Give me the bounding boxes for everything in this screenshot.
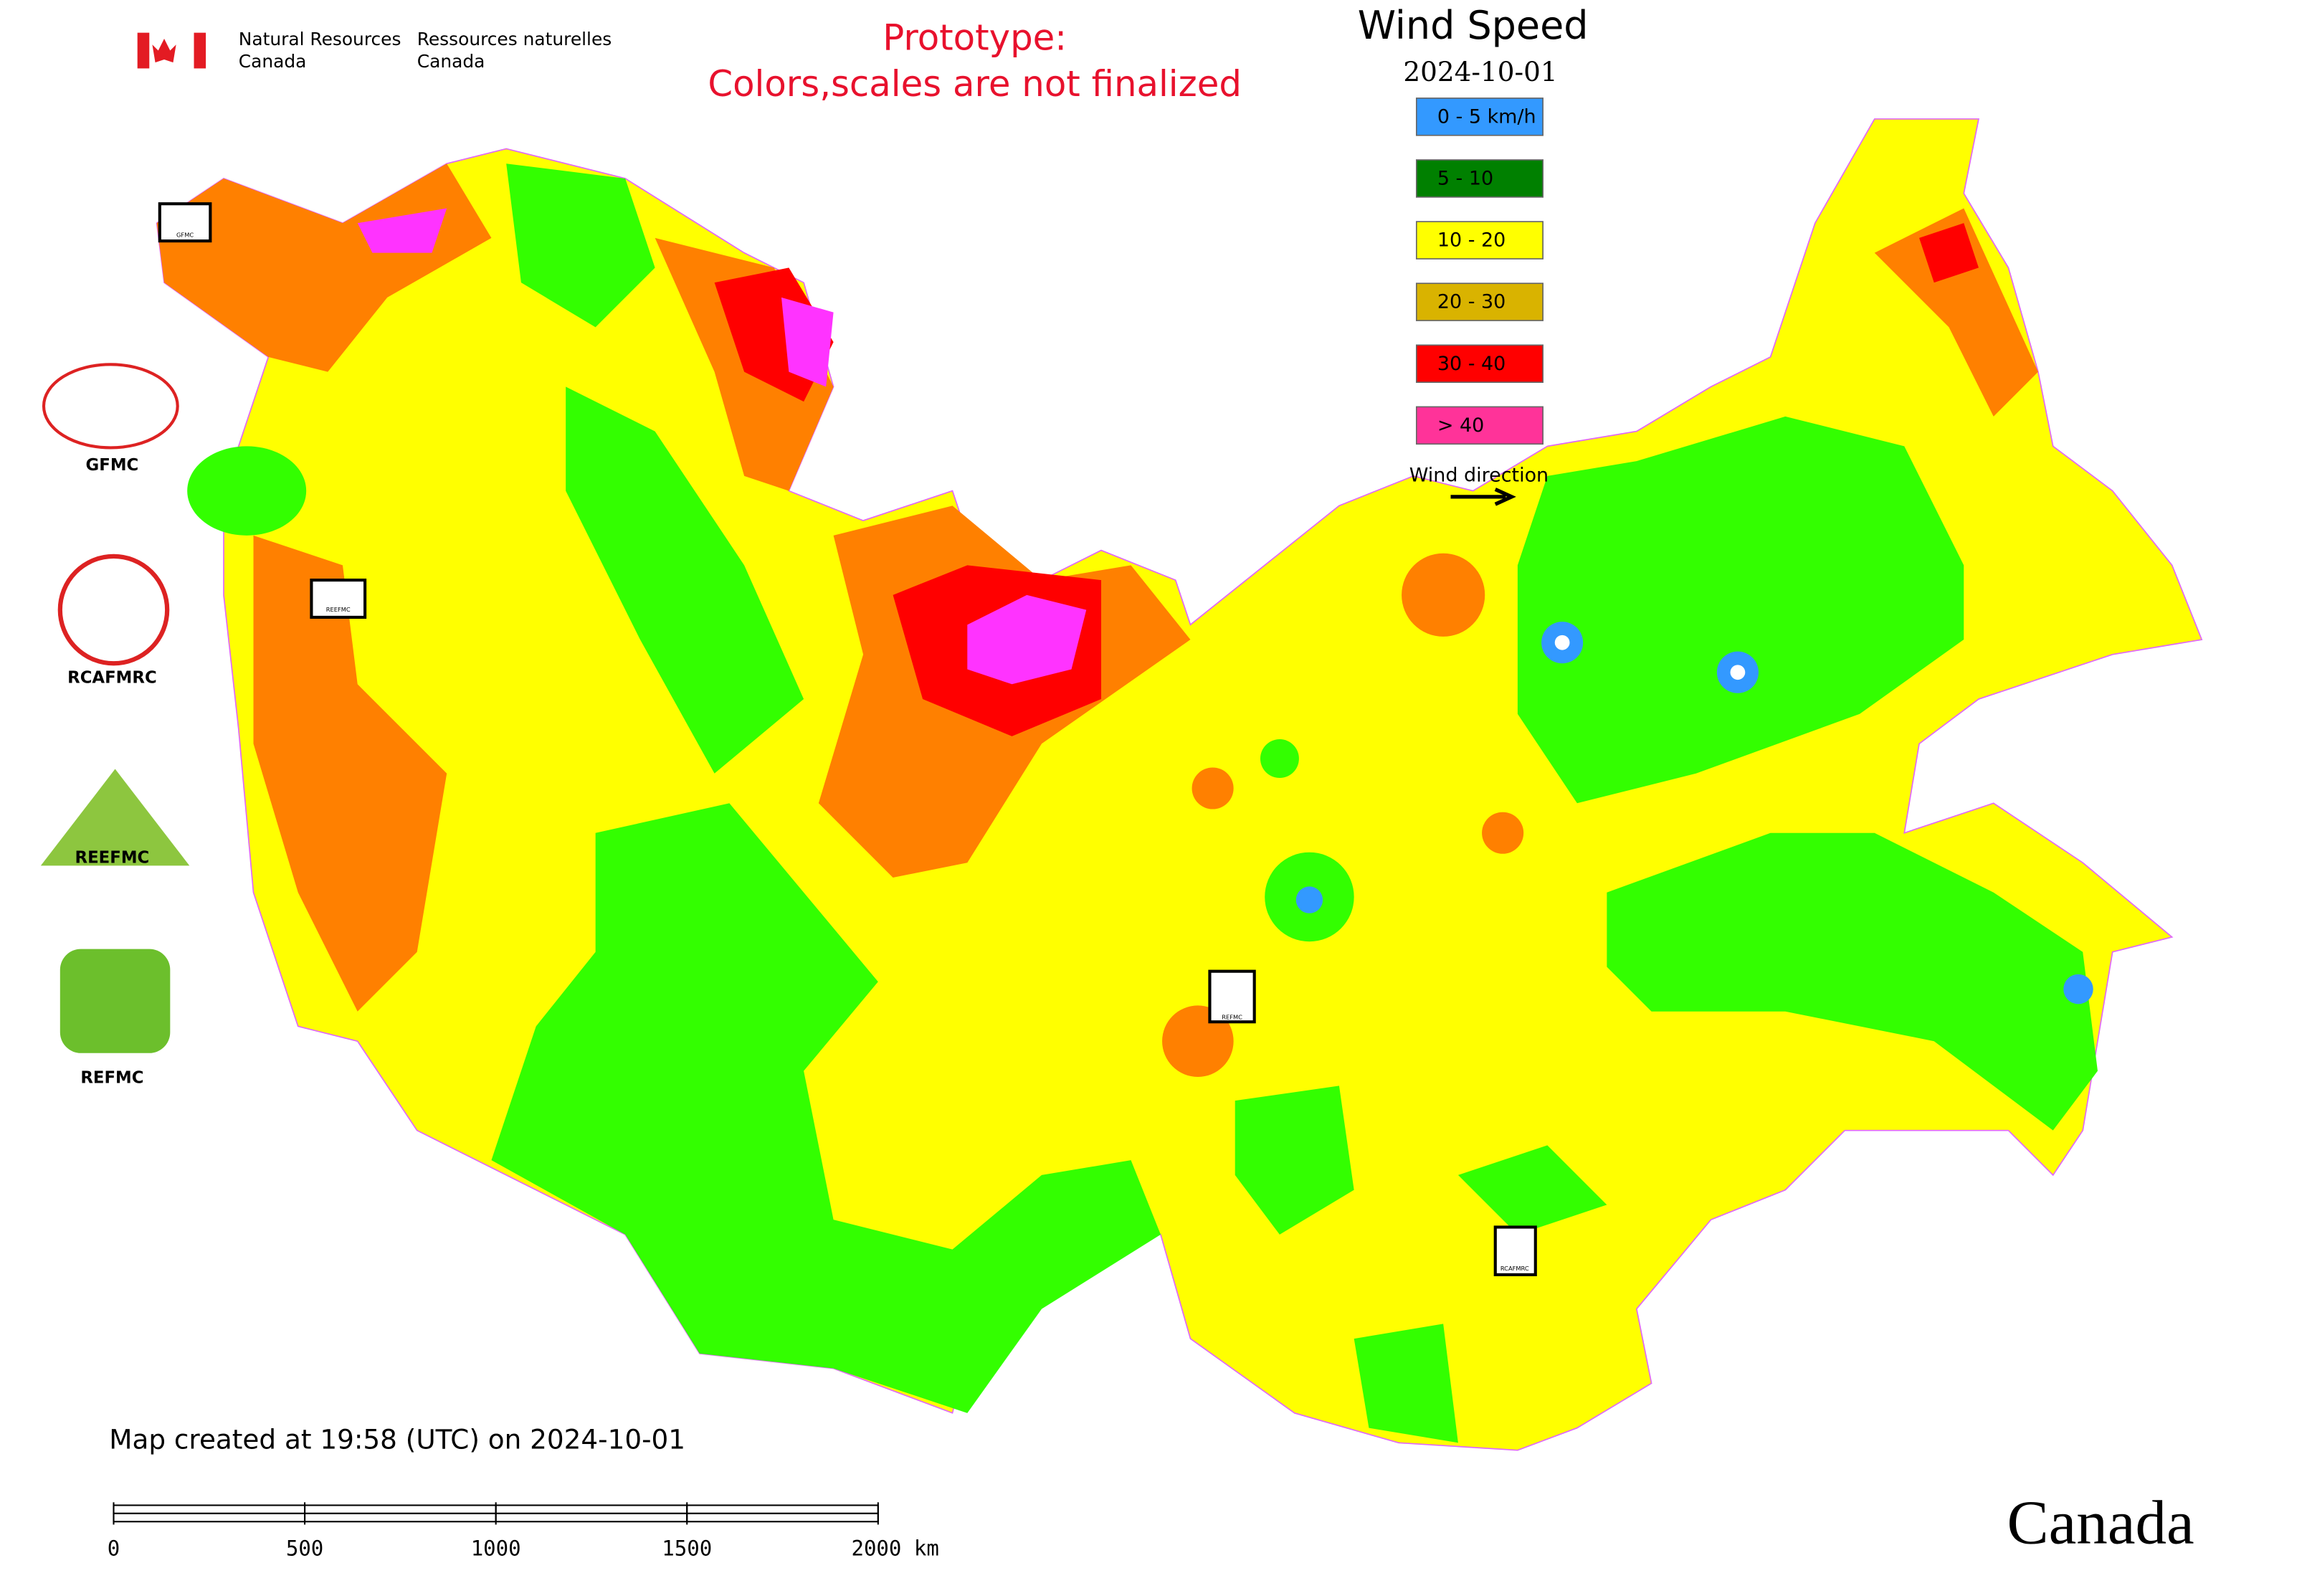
logo-label: REFMC <box>80 1069 143 1088</box>
badge-label: REFMC <box>1222 1013 1242 1020</box>
scale-segment <box>304 1504 497 1514</box>
notice: Colors,scales are not finalized <box>708 63 1242 105</box>
flag-right <box>194 32 206 69</box>
legend-swatch <box>1415 344 1544 383</box>
legend-label: > 40 <box>1437 414 1484 437</box>
date: 2024-10-01 <box>1403 56 1557 87</box>
scale-bar: 0 500 1000 1500 2000 km <box>108 1502 939 1561</box>
scale-segment <box>495 1512 688 1523</box>
logo-label: GFMC <box>86 456 139 475</box>
legend-swatch <box>1415 98 1544 136</box>
zone-magenta <box>357 208 1087 685</box>
badge-label: GFMC <box>176 231 194 238</box>
badge <box>158 202 212 243</box>
flag-left <box>137 32 150 69</box>
badge-label: RCAFMRC <box>1500 1265 1529 1272</box>
spot <box>2063 974 2093 1004</box>
flag-leaf <box>152 38 176 63</box>
spot <box>1554 635 1570 650</box>
logo-icon <box>57 554 170 666</box>
badge <box>310 579 367 619</box>
legend-label: 10 - 20 <box>1437 229 1506 252</box>
wordmark: Canada <box>2007 1488 2194 1557</box>
org-en: Natural Resources <box>239 29 401 49</box>
footer: Map created at 19:58 (UTC) on 2024-10-01 <box>109 1424 685 1455</box>
scale-segment <box>686 1512 879 1523</box>
scale-segment <box>113 1504 306 1514</box>
logo-icon <box>40 769 190 866</box>
spot <box>1482 812 1524 854</box>
org-fr: Ressources naturelles <box>417 29 612 49</box>
notice: Prototype: <box>883 17 1067 59</box>
scale-label: 1500 <box>662 1536 712 1561</box>
logo-icon <box>60 949 171 1053</box>
scale-label: 500 <box>286 1536 323 1561</box>
spot <box>1402 553 1485 637</box>
direction-arrow <box>1450 488 1516 506</box>
scale-label: 0 <box>108 1536 120 1561</box>
legend-label: 30 - 40 <box>1437 353 1506 375</box>
badge <box>1493 1225 1537 1276</box>
land-base <box>156 118 2203 1451</box>
legend-swatch <box>1415 159 1544 198</box>
spot <box>1260 739 1299 778</box>
zone-green <box>187 163 2098 1443</box>
spot <box>1730 665 1746 680</box>
header: Natural Resources Canada Ressources natu… <box>137 3 1589 105</box>
spot <box>1295 886 1323 913</box>
map <box>156 118 2203 1451</box>
logos: GFMC RCAFMRC REEFMC REFMC GFMC REEFMC REFMC RCA… <box>40 202 1537 1276</box>
legend-label: 5 - 10 <box>1437 167 1493 189</box>
scale-segment <box>113 1512 306 1523</box>
scale-segment <box>495 1504 688 1514</box>
logo-label: RCAFMRC <box>67 668 157 687</box>
title: Wind Speed <box>1358 3 1589 48</box>
legend-swatch <box>1415 282 1544 321</box>
spot <box>1192 767 1234 809</box>
scale-segment <box>304 1512 497 1523</box>
legend-label: 20 - 30 <box>1437 291 1506 313</box>
badge <box>1208 969 1256 1024</box>
legend: Wind direction 0 - 5 km/h 5 - 10 10 - 20 20… <box>1409 98 1549 506</box>
legend-swatch <box>1415 406 1544 445</box>
spots <box>1162 553 2093 1077</box>
org-fr: Canada <box>417 51 485 72</box>
badge-label: REEFMC <box>326 606 351 613</box>
logo-label: REEFMC <box>75 849 150 868</box>
legend-label: 0 - 5 km/h <box>1437 105 1536 128</box>
scale-label: 1000 <box>471 1536 521 1561</box>
legend-swatch <box>1415 221 1544 260</box>
scale-label: 2000 km <box>851 1536 938 1561</box>
logo-icon <box>42 363 179 450</box>
org-en: Canada <box>239 51 307 72</box>
scale-segment <box>686 1504 879 1514</box>
direction-label: Wind direction <box>1409 464 1549 486</box>
